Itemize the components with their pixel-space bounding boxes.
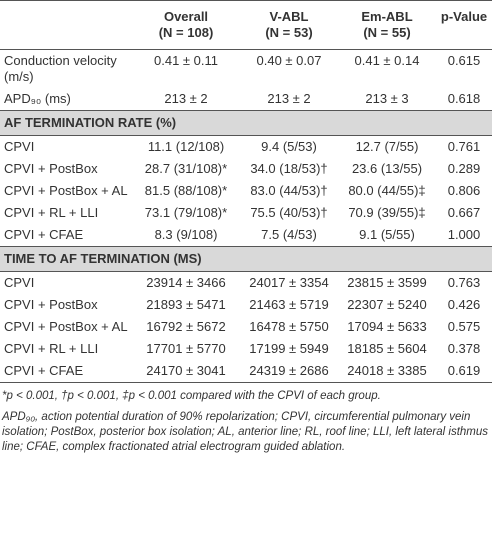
table-row: CPVI + PostBox + AL 81.5 (88/108)* 83.0 (4… — [0, 180, 492, 202]
table-row: CPVI + PostBox 28.7 (31/108)* 34.0 (18/53)… — [0, 158, 492, 180]
table-row: CPVI + CFAE 24170 ± 3041 24319 ± 2686 24018… — [0, 360, 492, 383]
column-header: p-Value — [436, 0, 492, 50]
table-row: CPVI + CFAE 8.3 (9/108) 7.5 (4/53) 9.1 (5/5… — [0, 224, 492, 247]
section-title: TIME TO AF TERMINATION (MS) — [0, 246, 492, 272]
table-row: CPVI + RL + LLI 73.1 (79/108)* 75.5 (40/53… — [0, 202, 492, 224]
row-label: CPVI — [4, 275, 35, 290]
cell-value: 73.1 (79/108)* — [144, 205, 228, 220]
table-row: CPVI 23914 ± 3466 24017 ± 3354 23815 ± 3599… — [0, 272, 492, 295]
cell-value: 1.000 — [447, 227, 481, 242]
cell-value: 0.41 ± 0.11 — [154, 53, 218, 68]
section-header-row: AF TERMINATION RATE (%) — [0, 110, 492, 136]
row-label: CPVI + CFAE — [4, 363, 84, 378]
header-line: V-ABL — [269, 9, 309, 24]
header-line: (N = 55) — [363, 25, 411, 40]
row-label: CPVI + PostBox — [4, 297, 98, 312]
cell-value: 34.0 (18/53)† — [250, 161, 328, 176]
row-label: CPVI + PostBox + AL — [4, 183, 128, 198]
cell-value: 16792 ± 5672 — [146, 319, 226, 334]
results-table: Overall (N = 108) V-ABL (N = 53) Em-ABL (N = … — [0, 0, 492, 383]
cell-value: 0.667 — [447, 205, 481, 220]
header-line: p-Value — [440, 9, 488, 24]
cell-value: 0.806 — [447, 183, 481, 198]
cell-value: 0.619 — [447, 363, 481, 378]
cell-value: 23.6 (13/55) — [351, 161, 423, 176]
cell-value: 0.426 — [447, 297, 481, 312]
cell-value: 24319 ± 2686 — [249, 363, 329, 378]
row-label: CPVI + RL + LLI — [4, 341, 99, 356]
cell-value: 83.0 (44/53)† — [250, 183, 328, 198]
cell-value: 81.5 (88/108)* — [144, 183, 228, 198]
cell-value: 0.763 — [447, 275, 481, 290]
cell-value: 11.1 (12/108) — [147, 139, 225, 154]
row-label: CPVI + PostBox — [4, 161, 98, 176]
row-label: CPVI + CFAE — [4, 227, 84, 242]
cell-value: 23815 ± 3599 — [347, 275, 427, 290]
cell-value: 0.289 — [447, 161, 481, 176]
cell-value: 0.378 — [447, 341, 481, 356]
cell-value: 24018 ± 3385 — [347, 363, 427, 378]
cell-value: 17701 ± 5770 — [146, 341, 226, 356]
cell-value: 80.0 (44/55)‡ — [348, 183, 426, 198]
cell-value: 21463 ± 5719 — [249, 297, 329, 312]
header-line: Em-ABL — [361, 9, 413, 24]
cell-value: 18185 ± 5604 — [347, 341, 427, 356]
table-row: Conduction velocity (m/s) 0.41 ± 0.11 0.40… — [0, 50, 492, 89]
row-label: APD₉₀ (ms) — [4, 91, 71, 106]
table-row: CPVI 11.1 (12/108) 9.4 (5/53) 12.7 (7/55) 0.… — [0, 136, 492, 159]
cell-value: 28.7 (31/108)* — [144, 161, 228, 176]
section-title: AF TERMINATION RATE (%) — [0, 110, 492, 136]
column-header: V-ABL (N = 53) — [240, 0, 338, 50]
cell-value: 17094 ± 5633 — [347, 319, 427, 334]
cell-value: 213 ± 2 — [267, 91, 311, 106]
cell-value: 23914 ± 3466 — [146, 275, 226, 290]
cell-value: 70.9 (39/55)‡ — [348, 205, 426, 220]
corner — [0, 0, 132, 50]
cell-value: 12.7 (7/55) — [355, 139, 419, 154]
cell-value: 75.5 (40/53)† — [250, 205, 328, 220]
header-row: Overall (N = 108) V-ABL (N = 53) Em-ABL (N = … — [0, 0, 492, 50]
cell-value: 22307 ± 5240 — [347, 297, 427, 312]
row-label: CPVI — [4, 139, 35, 154]
cell-value: 213 ± 2 — [164, 91, 208, 106]
table-row: CPVI + RL + LLI 17701 ± 5770 17199 ± 5949 1… — [0, 338, 492, 360]
header-line: Overall — [163, 9, 209, 24]
cell-value: 9.1 (5/55) — [359, 227, 415, 242]
section-header-row: TIME TO AF TERMINATION (MS) — [0, 246, 492, 272]
cell-value: 0.761 — [447, 139, 481, 154]
footnote: *p < 0.001, †p < 0.001, ‡p < 0.001 compa… — [2, 390, 381, 402]
cell-value: 17199 ± 5949 — [249, 341, 329, 356]
table-row: CPVI + PostBox + AL 16792 ± 5672 16478 ± 5… — [0, 316, 492, 338]
table-body: Conduction velocity (m/s) 0.41 ± 0.11 0.40… — [0, 50, 492, 383]
cell-value: 24017 ± 3354 — [249, 275, 329, 290]
table-row: APD₉₀ (ms) 213 ± 2 213 ± 2 213 ± 3 0.618 — [0, 88, 492, 111]
header-line: (N = 108) — [158, 25, 214, 40]
cell-value: 0.575 — [447, 319, 481, 334]
header-line: (N = 53) — [265, 25, 313, 40]
cell-value: 9.4 (5/53) — [261, 139, 317, 154]
cell-value: 24170 ± 3041 — [146, 363, 226, 378]
cell-value: 0.41 ± 0.14 — [354, 53, 420, 68]
cell-value: 7.5 (4/53) — [261, 227, 317, 242]
footnote: APD₉₀, action potential duration of 90% … — [2, 411, 489, 453]
cell-value: 8.3 (9/108) — [154, 227, 218, 242]
cell-value: 21893 ± 5471 — [146, 297, 226, 312]
column-header: Em-ABL (N = 55) — [338, 0, 436, 50]
row-label: CPVI + RL + LLI — [4, 205, 99, 220]
row-label: Conduction velocity (m/s) — [4, 53, 117, 84]
cell-value: 0.40 ± 0.07 — [256, 53, 322, 68]
column-header: Overall (N = 108) — [132, 0, 240, 50]
cell-value: 16478 ± 5750 — [249, 319, 329, 334]
table-row: CPVI + PostBox 21893 ± 5471 21463 ± 5719 22… — [0, 294, 492, 316]
cell-value: 0.615 — [447, 53, 481, 68]
row-label: CPVI + PostBox + AL — [4, 319, 128, 334]
footnotes: *p < 0.001, †p < 0.001, ‡p < 0.001 compa… — [0, 383, 492, 455]
cell-value: 213 ± 3 — [365, 91, 409, 106]
cell-value: 0.618 — [447, 91, 481, 106]
